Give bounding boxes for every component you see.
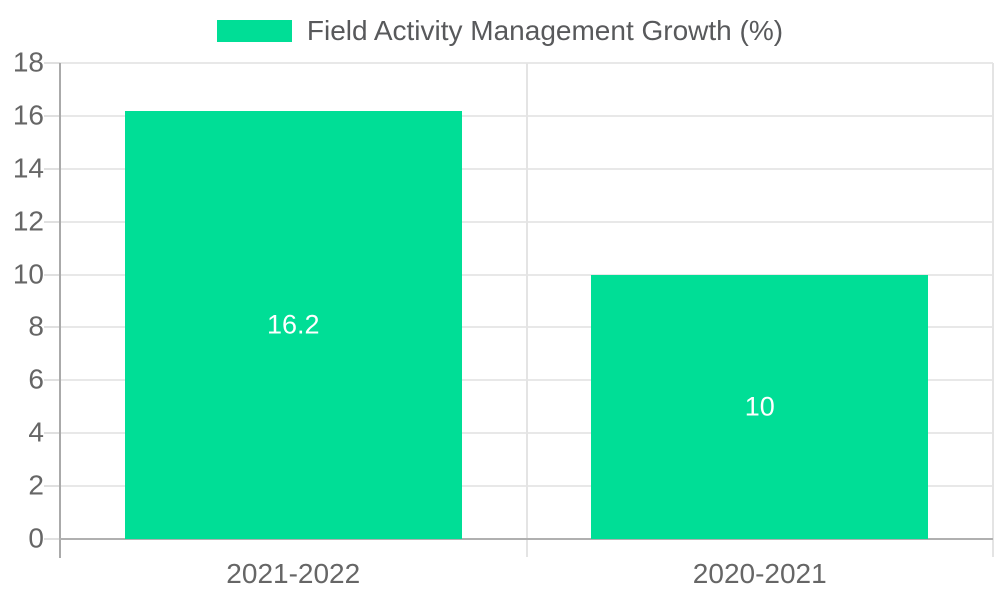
bar[interactable] <box>591 274 929 539</box>
x-tick-label: 2020-2021 <box>692 558 827 589</box>
y-tick-label: 4 <box>28 416 44 448</box>
y-tick-mark <box>44 379 60 382</box>
y-tick-label: 0 <box>28 522 44 554</box>
y-tick-label: 16 <box>12 99 44 131</box>
y-tick-label: 6 <box>28 363 44 395</box>
y-tick-label: 10 <box>12 257 44 289</box>
y-tick-mark <box>44 62 60 64</box>
legend-swatch <box>216 20 292 42</box>
legend-label: Field Activity Management Growth (%) <box>306 15 784 46</box>
y-tick-label: 12 <box>12 205 44 237</box>
y-tick-mark <box>44 167 60 170</box>
y-tick-mark <box>44 220 60 223</box>
y-axis-line <box>59 63 61 558</box>
y-tick-label: 14 <box>12 152 44 184</box>
x-axis-line <box>59 538 993 540</box>
x-tick-label: 2021-2022 <box>226 558 361 589</box>
x-boundary-gridline <box>525 63 528 557</box>
y-tick-mark <box>44 114 60 117</box>
y-tick-mark <box>44 538 60 540</box>
x-boundary-gridline <box>992 63 994 557</box>
y-tick-mark <box>44 432 60 435</box>
legend[interactable]: Field Activity Management Growth (%) <box>0 15 1000 46</box>
y-tick-label: 8 <box>28 310 44 342</box>
y-tick-label: 2 <box>28 469 44 501</box>
y-tick-mark <box>44 273 60 276</box>
bar[interactable] <box>124 110 462 539</box>
y-tick-mark <box>44 485 60 488</box>
y-tick-label: 18 <box>12 46 44 78</box>
y-tick-mark <box>44 326 60 329</box>
